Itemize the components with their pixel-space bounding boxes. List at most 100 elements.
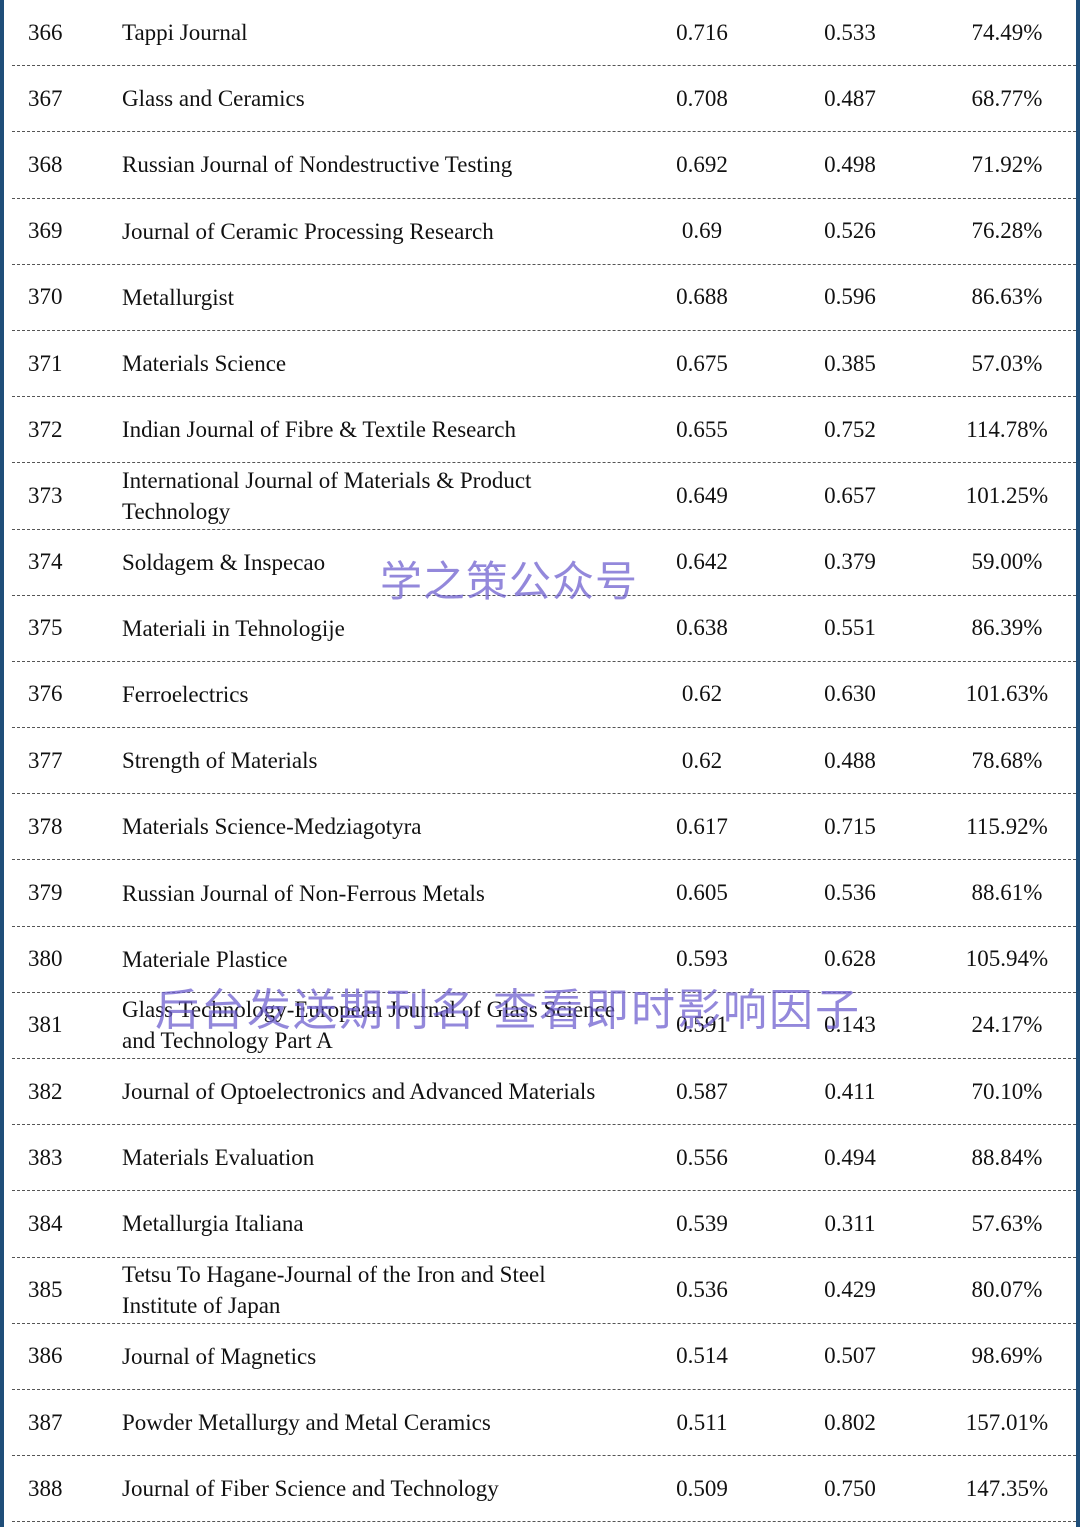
table-row: 377 Strength of Materials 0.62 0.488 78.68%: [12, 728, 1076, 795]
percentage-cell: 57.63%: [971, 1210, 1043, 1236]
table-row: 379 Russian Journal of Non-Ferrous Metals…: [12, 860, 1076, 927]
table-row: 382 Journal of Optoelectronics and Advanc…: [12, 1059, 1076, 1126]
impact-factor-cell: 0.688: [676, 284, 728, 310]
percentage-cell: 115.92%: [966, 813, 1048, 839]
rank-cell: 366: [28, 19, 63, 45]
table-row: 369 Journal of Ceramic Processing Researc…: [12, 199, 1076, 265]
impact-factor-cell: 0.642: [676, 549, 728, 575]
journal-name-cell: Glass and Ceramics: [122, 86, 305, 112]
percentage-cell: 147.35%: [965, 1475, 1049, 1501]
percentage-cell: 105.94%: [965, 946, 1049, 972]
percentage-cell: 101.25%: [965, 482, 1049, 508]
impact-factor-cell: 0.62: [681, 681, 723, 707]
table-row: 367 Glass and Ceramics 0.708 0.487 68.77%: [12, 66, 1076, 133]
journal-name-cell: Journal of Ceramic Processing Research: [122, 218, 494, 244]
rank-cell: 368: [28, 151, 63, 177]
journal-name-cell: Journal of Optoelectronics and Advanced …: [122, 1079, 596, 1105]
impact-factor-cell: 0.605: [676, 880, 728, 906]
percentage-cell: 70.10%: [971, 1078, 1043, 1104]
percentage-cell: 114.78%: [966, 416, 1048, 442]
rank-cell: 375: [28, 615, 63, 641]
table-row: 381 Glass Technology-European Journal of …: [12, 993, 1076, 1059]
journal-name-cell: Journal of Fiber Science and Technology: [122, 1476, 499, 1502]
realtime-impact-factor-cell: 0.536: [824, 880, 876, 906]
percentage-cell: 59.00%: [971, 549, 1043, 575]
rank-cell: 386: [28, 1343, 63, 1369]
impact-factor-cell: 0.617: [676, 813, 728, 839]
rank-cell: 373: [28, 482, 63, 508]
journal-name-cell: International Journal of Materials & Pro…: [122, 467, 532, 524]
rank-cell: 376: [28, 681, 63, 707]
percentage-cell: 86.63%: [971, 284, 1043, 310]
realtime-impact-factor-cell: 0.526: [824, 218, 876, 244]
rank-cell: 378: [28, 813, 63, 839]
realtime-impact-factor-cell: 0.488: [824, 747, 876, 773]
journal-name-cell: Tetsu To Hagane-Journal of the Iron and …: [122, 1262, 546, 1319]
journal-name-cell: Russian Journal of Non-Ferrous Metals: [122, 880, 485, 906]
realtime-impact-factor-cell: 0.487: [824, 85, 876, 111]
journal-name-cell: Journal of Magnetics: [122, 1343, 317, 1369]
realtime-impact-factor-cell: 0.752: [824, 416, 876, 442]
rank-cell: 367: [28, 85, 63, 111]
realtime-impact-factor-cell: 0.628: [824, 946, 876, 972]
percentage-cell: 24.17%: [971, 1012, 1043, 1038]
impact-factor-cell: 0.655: [676, 416, 728, 442]
realtime-impact-factor-cell: 0.630: [824, 681, 876, 707]
table-row: 385 Tetsu To Hagane-Journal of the Iron a…: [12, 1258, 1076, 1324]
journal-name-cell: Ferroelectrics: [122, 681, 249, 707]
journal-name-cell: Materials Science-Medziagotyra: [122, 814, 422, 840]
table-row: 375 Materiali in Tehnologije 0.638 0.551 86.…: [12, 596, 1076, 662]
realtime-impact-factor-cell: 0.802: [824, 1409, 876, 1435]
realtime-impact-factor-cell: 0.533: [824, 19, 876, 45]
table-row: 366 Tappi Journal 0.716 0.533 74.49%: [12, 0, 1076, 67]
journal-name-cell: Materials Evaluation: [122, 1145, 315, 1171]
impact-factor-cell: 0.536: [676, 1277, 728, 1303]
rank-cell: 382: [28, 1078, 63, 1104]
table-row: 374 Soldagem & Inspecao 0.642 0.379 59.00%: [12, 530, 1076, 596]
realtime-impact-factor-cell: 0.311: [824, 1210, 876, 1236]
impact-factor-cell: 0.539: [676, 1210, 728, 1236]
table-row: 371 Materials Science 0.675 0.385 57.03%: [12, 331, 1076, 398]
rank-cell: 384: [28, 1210, 63, 1236]
journal-name-cell: Russian Journal of Nondestructive Testin…: [122, 152, 513, 178]
realtime-impact-factor-cell: 0.507: [824, 1343, 876, 1369]
realtime-impact-factor-cell: 0.143: [824, 1012, 876, 1038]
percentage-cell: 98.69%: [971, 1343, 1043, 1369]
percentage-cell: 157.01%: [965, 1409, 1049, 1435]
rank-cell: 377: [28, 747, 63, 773]
percentage-cell: 68.77%: [971, 85, 1043, 111]
percentage-cell: 86.39%: [971, 615, 1043, 641]
impact-factor-cell: 0.716: [676, 19, 728, 45]
journal-name-cell: Materiali in Tehnologije: [122, 615, 345, 641]
journal-name-cell: Metallurgist: [122, 284, 235, 310]
impact-factor-cell: 0.649: [676, 482, 728, 508]
realtime-impact-factor-cell: 0.385: [824, 350, 876, 376]
rank-cell: 372: [28, 416, 63, 442]
realtime-impact-factor-cell: 0.715: [824, 813, 876, 839]
journal-name-cell: Indian Journal of Fibre & Textile Resear…: [122, 417, 516, 443]
table-row: 368 Russian Journal of Nondestructive Tes…: [12, 132, 1076, 199]
realtime-impact-factor-cell: 0.494: [824, 1144, 876, 1170]
journal-name-cell: Glass Technology-European Journal of Gla…: [122, 997, 615, 1054]
realtime-impact-factor-cell: 0.411: [824, 1078, 876, 1104]
impact-factor-cell: 0.69: [681, 218, 723, 244]
impact-factor-cell: 0.591: [676, 1012, 728, 1038]
table-row: 370 Metallurgist 0.688 0.596 86.63%: [12, 265, 1076, 331]
impact-factor-cell: 0.587: [676, 1078, 728, 1104]
realtime-impact-factor-cell: 0.657: [824, 482, 876, 508]
journal-name-cell: Tappi Journal: [122, 20, 248, 46]
table-row: 386 Journal of Magnetics 0.514 0.507 98.69%: [12, 1324, 1076, 1390]
journal-name-cell: Strength of Materials: [122, 748, 318, 774]
journal-table: 366 Tappi Journal 0.716 0.533 74.49% 367 Glass…: [12, 0, 1076, 1523]
rank-cell: 383: [28, 1144, 63, 1170]
impact-factor-cell: 0.675: [676, 350, 728, 376]
realtime-impact-factor-cell: 0.429: [824, 1277, 876, 1303]
rank-cell: 385: [28, 1277, 63, 1303]
table-row: 378 Materials Science-Medziagotyra 0.617 0.…: [12, 794, 1076, 861]
impact-factor-cell: 0.692: [676, 151, 728, 177]
percentage-cell: 88.61%: [971, 880, 1043, 906]
table-row: 373 International Journal of Materials & …: [12, 463, 1076, 530]
percentage-cell: 80.07%: [971, 1277, 1043, 1303]
rank-cell: 387: [28, 1409, 63, 1435]
